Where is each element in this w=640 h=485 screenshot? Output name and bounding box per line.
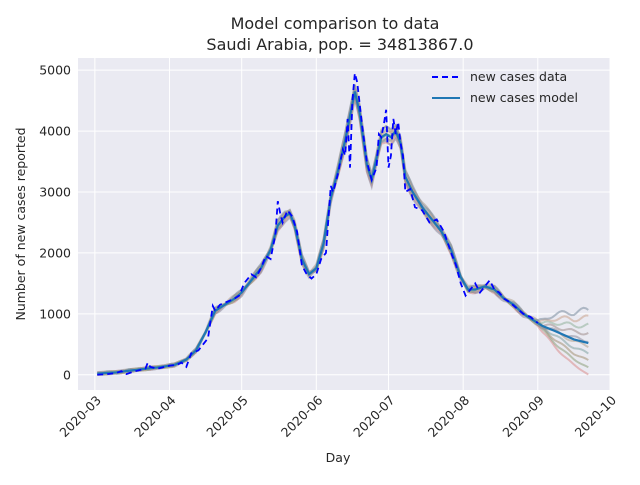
x-tick-label: 2020-07 <box>350 393 398 441</box>
series-layer <box>97 73 589 376</box>
x-tick-labels: 2020-03 2020-04 2020-05 2020-06 2020-07 2020-… <box>56 392 619 440</box>
x-tick-label: 2020-08 <box>425 392 473 440</box>
x-tick-label: 2020-03 <box>56 393 104 441</box>
plot-area <box>78 58 610 390</box>
y-tick-label: 4000 <box>39 124 71 139</box>
x-tick-label: 2020-06 <box>278 392 326 440</box>
x-tick-label: 2020-04 <box>131 392 179 440</box>
y-tick-label: 2000 <box>39 245 71 260</box>
x-axis-label: Day <box>326 450 351 465</box>
x-tick-label: 2020-09 <box>499 392 547 440</box>
y-axis-label: Number of new cases reported <box>13 127 28 320</box>
x-tick-label: 2020-10 <box>572 392 620 440</box>
x-tick-label: 2020-05 <box>203 393 251 441</box>
y-tick-label: 5000 <box>39 63 71 78</box>
grid <box>78 58 611 390</box>
y-tick-labels: 0 1000 2000 3000 4000 5000 <box>39 63 71 383</box>
legend: new cases data new cases model <box>432 69 578 105</box>
legend-label-data: new cases data <box>470 69 567 84</box>
y-tick-label: 3000 <box>39 185 71 200</box>
legend-label-model: new cases model <box>470 90 578 105</box>
series-line-model <box>97 91 589 375</box>
chart-subtitle: Saudi Arabia, pop. = 34813867.0 <box>206 35 473 54</box>
chart-title: Model comparison to data <box>231 14 440 33</box>
y-tick-label: 1000 <box>39 306 71 321</box>
y-tick-label: 0 <box>63 367 71 382</box>
